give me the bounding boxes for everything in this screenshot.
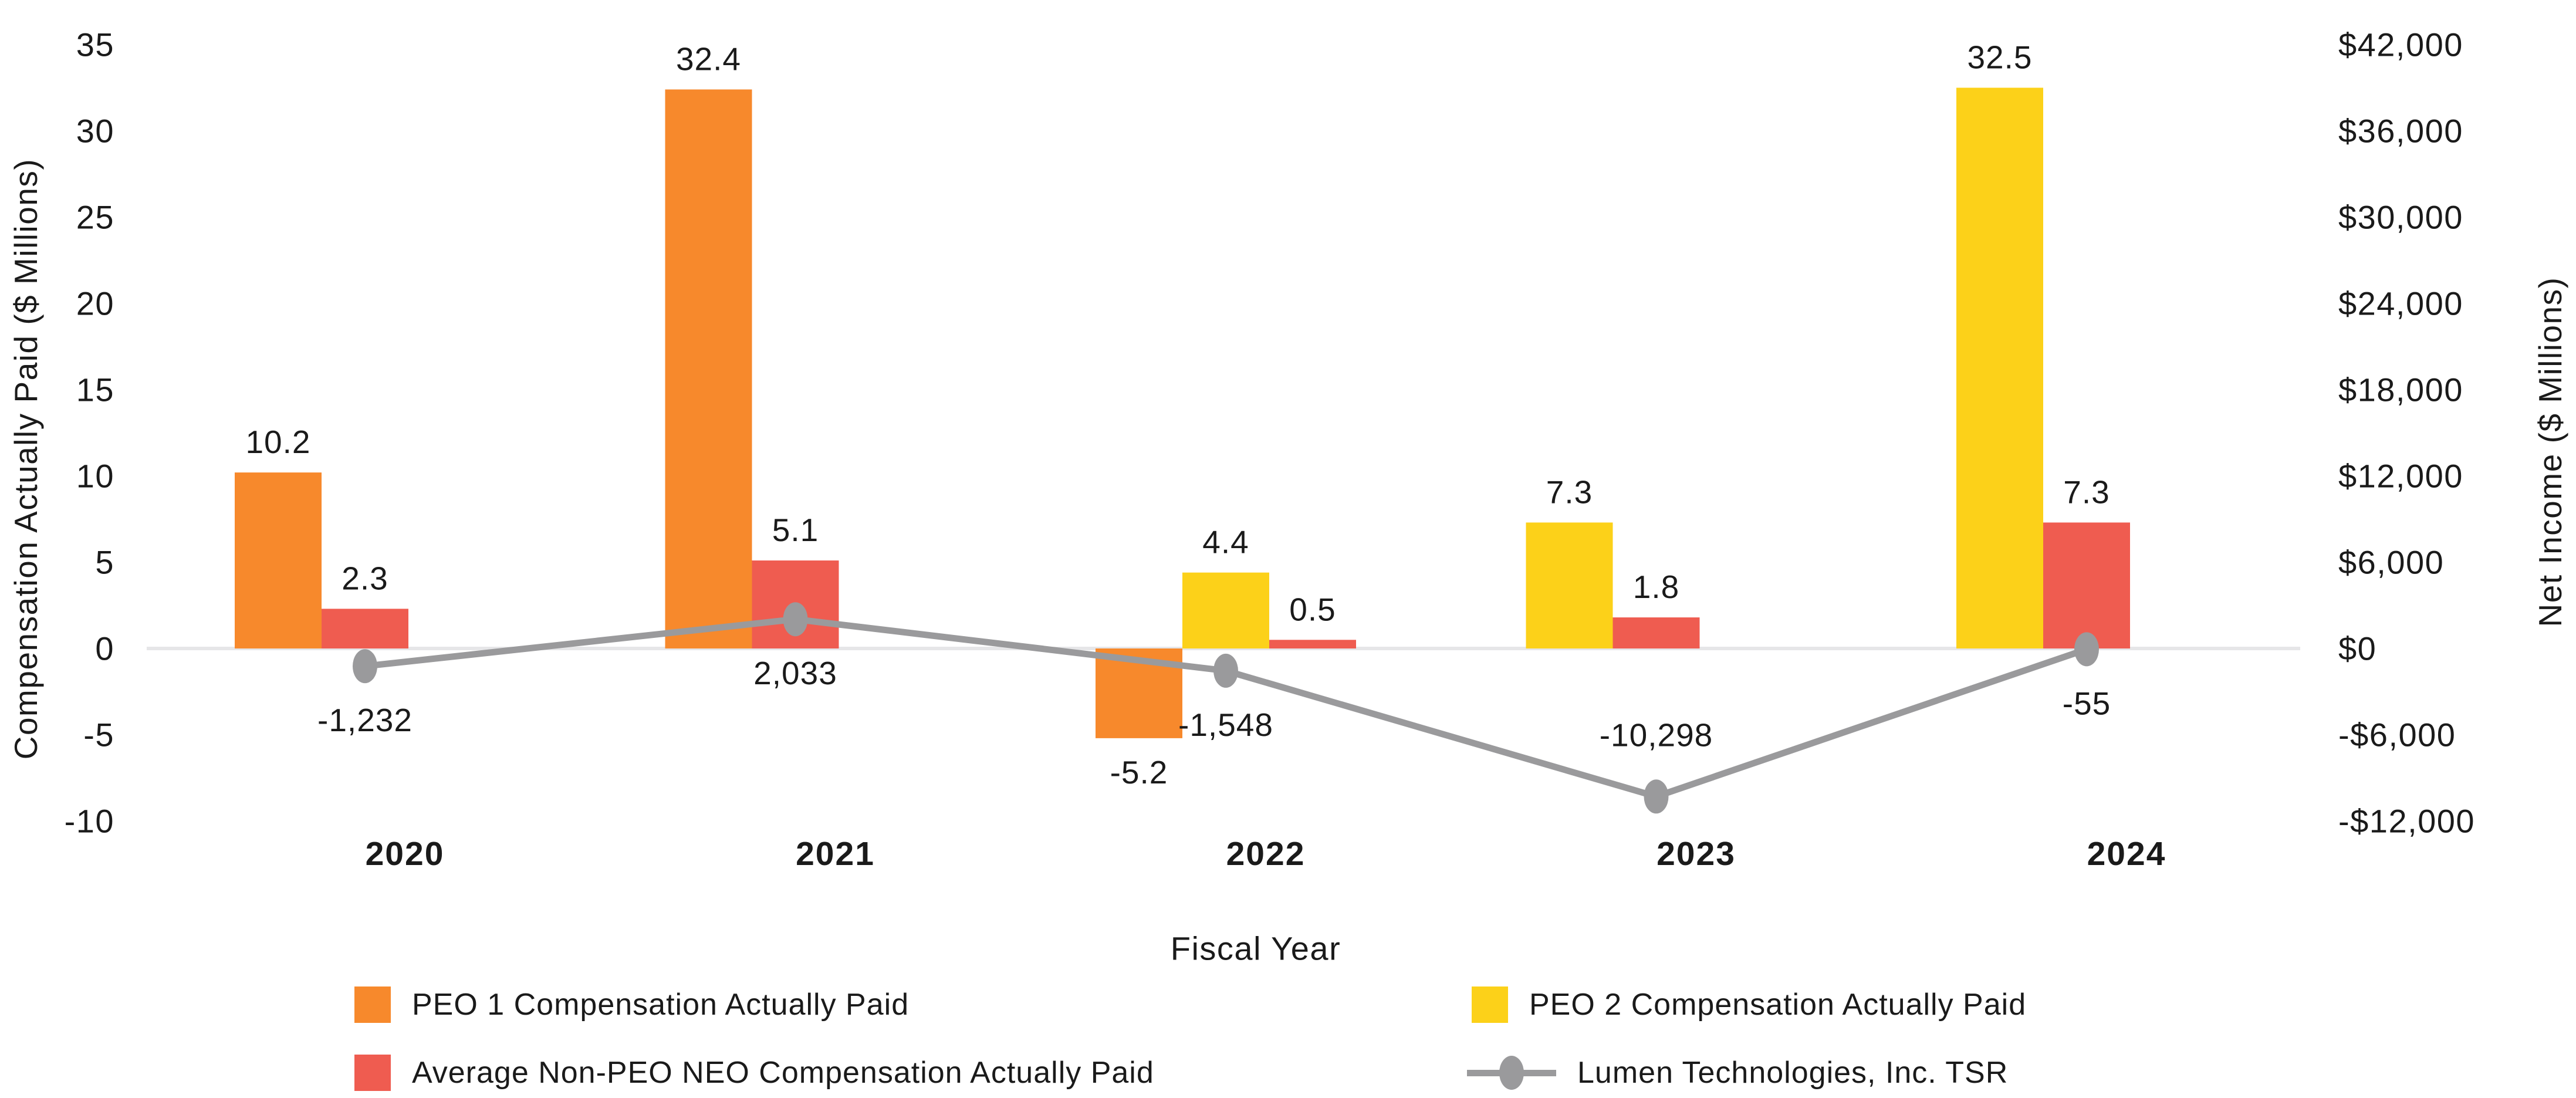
bar-value-label: 32.5 — [1967, 39, 2032, 76]
x-axis-label-2022: 2022 — [1226, 835, 1306, 873]
left-y-axis-title: Compensation Actually Paid ($ Millions) — [8, 158, 44, 760]
x-axis-label-2024: 2024 — [2087, 835, 2166, 873]
tsr-point-label: -55 — [2063, 685, 2111, 721]
bar-peo-0-2024 — [1956, 87, 2043, 648]
y-axis-tick-right: $6,000 — [2338, 544, 2444, 581]
y-axis-tick-left: 5 — [95, 544, 114, 581]
legend-item-peo1: PEO 1 Compensation Actually Paid — [354, 986, 909, 1023]
right-y-axis-title: Net Income ($ Millions) — [2532, 276, 2568, 627]
bar-peo-0-2021 — [665, 89, 752, 648]
bar-peo-1-2022 — [1182, 572, 1269, 648]
y-axis-tick-right: -$12,000 — [2338, 803, 2475, 840]
legend-item-tsr: Lumen Technologies, Inc. TSR — [1467, 1054, 2008, 1092]
x-axis-label-2020: 2020 — [366, 835, 445, 873]
y-axis-tick-left: -10 — [65, 803, 114, 840]
y-axis-tick-right: $30,000 — [2338, 199, 2463, 236]
y-axis-tick-right: $36,000 — [2338, 113, 2463, 150]
y-axis-tick-left: 0 — [95, 630, 114, 667]
x-axis-label-2021: 2021 — [796, 835, 875, 873]
bar-value-label: 1.8 — [1633, 569, 1679, 605]
y-axis-tick-left: 35 — [76, 26, 114, 63]
bar-average-2-2022 — [1269, 640, 1356, 648]
y-axis-tick-left: 30 — [76, 113, 114, 150]
bar-value-label: 7.3 — [2063, 474, 2110, 510]
tsr-point-label: -1,548 — [1178, 707, 1273, 743]
y-axis-tick-right: $24,000 — [2338, 285, 2463, 322]
y-axis-tick-right: $42,000 — [2338, 26, 2463, 63]
legend-item-avg-neo: Average Non-PEO NEO Compensation Actuall… — [354, 1054, 1154, 1092]
bar-value-label: 7.3 — [1546, 474, 1593, 510]
bar-value-label: 32.4 — [676, 40, 741, 77]
bar-peo-0-2020 — [235, 472, 322, 648]
legend-label-tsr: Lumen Technologies, Inc. TSR — [1577, 1056, 2009, 1090]
bar-average-1-2024 — [2043, 522, 2130, 648]
y-axis-tick-left: 10 — [76, 458, 114, 495]
y-axis-tick-left: 25 — [76, 199, 114, 236]
tsr-point-label: -1,232 — [317, 702, 413, 738]
bar-value-label: 2.3 — [342, 560, 388, 596]
legend-item-peo2: PEO 2 Compensation Actually Paid — [1472, 986, 2026, 1023]
y-axis-tick-right: -$6,000 — [2338, 717, 2456, 754]
bar-value-label: 4.4 — [1202, 524, 1249, 560]
tsr-point-2023 — [1644, 779, 1669, 814]
tsr-point-label: -10,298 — [1600, 717, 1713, 753]
peo1-swatch-icon — [354, 986, 391, 1023]
legend-label-peo1: PEO 1 Compensation Actually Paid — [412, 988, 910, 1022]
tsr-line-dot-icon — [1467, 1055, 1556, 1091]
legend-label-peo2: PEO 2 Compensation Actually Paid — [1529, 988, 2027, 1022]
peo2-swatch-icon — [1472, 986, 1508, 1023]
tsr-point-2021 — [783, 602, 808, 637]
bar-peo-0-2023 — [1526, 522, 1613, 648]
y-axis-tick-right: $0 — [2338, 630, 2376, 667]
tsr-point-2024 — [2074, 632, 2099, 667]
avg-neo-swatch-icon — [354, 1055, 391, 1091]
bar-value-label: 10.2 — [245, 424, 310, 460]
bar-value-label: -5.2 — [1110, 754, 1168, 790]
y-axis-tick-right: $12,000 — [2338, 458, 2463, 495]
tsr-point-2022 — [1213, 653, 1238, 688]
bar-value-label: 0.5 — [1289, 591, 1336, 627]
bar-value-label: 5.1 — [772, 512, 819, 548]
y-axis-tick-left: -5 — [83, 717, 114, 754]
x-axis-label-2023: 2023 — [1657, 835, 1736, 873]
bar-average-1-2023 — [1612, 617, 1700, 648]
y-axis-tick-right: $18,000 — [2338, 371, 2463, 408]
bar-average-1-2020 — [322, 609, 408, 648]
legend-label-avg-neo: Average Non-PEO NEO Compensation Actuall… — [412, 1056, 1154, 1090]
x-axis-title: Fiscal Year — [1170, 930, 1341, 967]
tsr-point-2020 — [353, 649, 377, 684]
tsr-point-label: 2,033 — [753, 655, 837, 691]
y-axis-tick-left: 15 — [76, 371, 114, 408]
y-axis-tick-left: 20 — [76, 285, 114, 322]
